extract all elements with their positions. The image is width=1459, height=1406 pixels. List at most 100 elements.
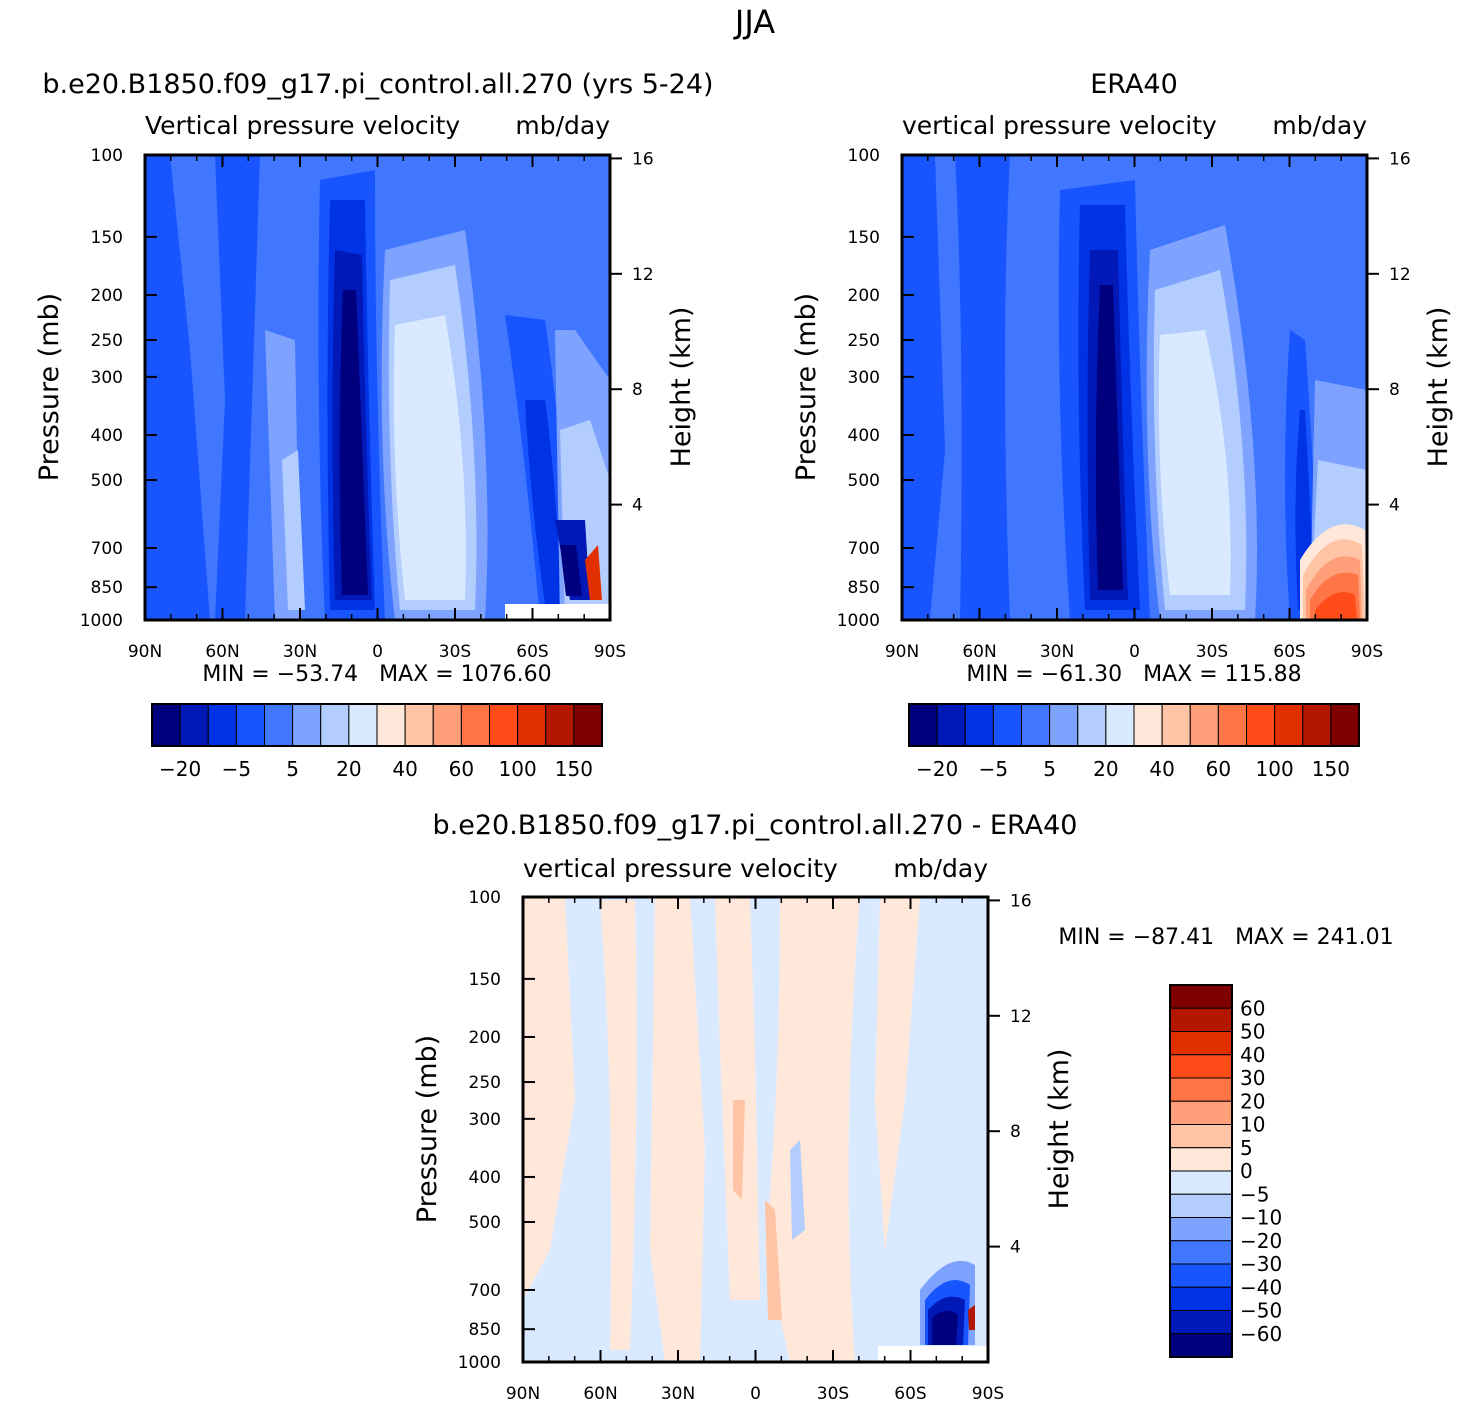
y-tick-label: 150: [91, 228, 123, 248]
panel-diff-subtitle-right: mb/day: [893, 854, 988, 883]
contour-region: [875, 897, 920, 1250]
colorbar-label: −40: [1240, 1275, 1282, 1299]
colorbar-swatch: [1169, 1286, 1233, 1311]
panel-obs-ylabel: Pressure (mb): [791, 293, 822, 481]
y-right-tick-label: 16: [1389, 149, 1411, 169]
colorbar-swatch: [1169, 1077, 1233, 1102]
x-tick-label: 30S: [439, 642, 471, 662]
x-tick-label: 60S: [894, 1384, 926, 1404]
colorbar-swatch: [235, 703, 265, 747]
panel-model-ylabel-right: Height (km): [666, 307, 697, 468]
panel-diff-plot: [523, 897, 988, 1362]
contour-region: [1158, 330, 1231, 595]
colorbar-label: −5: [1240, 1182, 1269, 1206]
colorbar-swatch: [573, 703, 603, 747]
colorbar-obs: −20 −5 5 20 40 60 100 150: [908, 703, 1360, 781]
y-right-tick-label: 8: [1389, 380, 1400, 400]
x-tick-label: 0: [1129, 642, 1140, 662]
colorbar-label: −50: [1240, 1299, 1282, 1323]
y-tick-label: 500: [91, 471, 123, 491]
contour-region: [968, 1305, 975, 1330]
panel-obs: ERA40 vertical pressure velocity mb/day: [791, 69, 1454, 781]
y-tick-label: 1000: [837, 611, 880, 631]
colorbar-label: −5: [979, 757, 1008, 781]
colorbar-swatch: [1077, 703, 1107, 747]
y-tick-label: 850: [848, 578, 880, 598]
y-tick-label: 300: [91, 368, 123, 388]
colorbar-swatch: [517, 703, 547, 747]
panel-model: b.e20.B1850.f09_g17.pi_control.all.270 (…: [34, 69, 714, 781]
colorbar-label: 20: [1240, 1089, 1265, 1113]
colorbar-swatch: [320, 703, 350, 747]
y-tick-label: 400: [91, 426, 123, 446]
colorbar-label: 20: [1093, 757, 1118, 781]
x-tick-label: 60N: [962, 642, 996, 662]
y-tick-label: 1000: [458, 1353, 501, 1373]
colorbar-swatch: [292, 703, 322, 747]
x-tick-label: 0: [372, 642, 383, 662]
colorbar-swatch: [1169, 984, 1233, 1009]
panel-diff-ylabel: Pressure (mb): [412, 1035, 443, 1223]
colorbar-label: −20: [916, 757, 958, 781]
y-right-tick-label: 12: [632, 265, 654, 285]
contour-region: [585, 545, 602, 600]
contour-region: [955, 155, 1010, 620]
colorbar-swatch: [179, 703, 209, 747]
colorbar-swatch: [264, 703, 294, 747]
panel-obs-subtitle-left: vertical pressure velocity: [902, 111, 1217, 140]
panel-obs-plot: [902, 155, 1367, 620]
colorbar-label: 150: [555, 757, 593, 781]
colorbar-swatch: [545, 703, 575, 747]
y-tick-label: 100: [848, 146, 880, 166]
y-right-tick-label: 12: [1010, 1007, 1032, 1027]
colorbar-swatch: [1133, 703, 1163, 747]
colorbar-swatch: [1169, 1100, 1233, 1125]
contour-region: [715, 897, 760, 1300]
colorbar-frame: [1169, 984, 1233, 1358]
y-tick-label: 250: [469, 1073, 501, 1093]
panel-diff: b.e20.B1850.f09_g17.pi_control.all.270 -…: [412, 810, 1394, 1404]
x-tick-label: 0: [750, 1384, 761, 1404]
colorbar-label: 20: [336, 757, 361, 781]
contour-region: [650, 897, 705, 1362]
y-tick-label: 500: [848, 471, 880, 491]
colorbar-swatch: [1105, 703, 1135, 747]
x-tick-label: 90N: [506, 1384, 540, 1404]
x-tick-label: 90S: [1351, 642, 1383, 662]
colorbar-model: −20 −5 5 20 40 60 100 150: [151, 703, 603, 781]
contour-region: [145, 155, 210, 620]
colorbar-swatch: [1217, 703, 1247, 747]
missing-data-region: [505, 604, 610, 620]
page-title: JJA: [733, 3, 775, 41]
y-tick-label: 150: [848, 228, 880, 248]
y-tick-label: 300: [469, 1110, 501, 1130]
y-tick-label: 100: [469, 888, 501, 908]
y-tick-label: 400: [848, 426, 880, 446]
panel-model-plot: [145, 155, 610, 620]
y-tick-label: 850: [91, 578, 123, 598]
y-tick-label: 100: [91, 146, 123, 166]
colorbar-swatch: [432, 703, 462, 747]
contour-region: [790, 1140, 805, 1240]
x-tick-label: 90N: [128, 642, 162, 662]
x-tick-label: 30S: [817, 1384, 849, 1404]
colorbar-swatch: [376, 703, 406, 747]
colorbar-label: 10: [1240, 1113, 1265, 1137]
colorbar-swatch: [404, 703, 434, 747]
colorbar-swatch: [1169, 1054, 1233, 1079]
colorbar-label: 100: [499, 757, 537, 781]
y-tick-label: 400: [469, 1168, 501, 1188]
contour-region: [215, 155, 260, 620]
colorbar-frame: [908, 703, 1360, 747]
panel-diff-stats: MIN = −87.41 MAX = 241.01: [1058, 925, 1393, 950]
x-tick-label: 60N: [583, 1384, 617, 1404]
colorbar-label: 40: [392, 757, 417, 781]
colorbar-swatch: [1169, 1217, 1233, 1242]
colorbar-swatch: [348, 703, 378, 747]
contour-region: [932, 1310, 958, 1345]
panel-diff-ylabel-right: Height (km): [1044, 1049, 1075, 1210]
panel-model-ylabel: Pressure (mb): [34, 293, 65, 481]
y-tick-label: 500: [469, 1213, 501, 1233]
colorbar-swatch: [1169, 1147, 1233, 1172]
contour-region: [339, 290, 368, 595]
